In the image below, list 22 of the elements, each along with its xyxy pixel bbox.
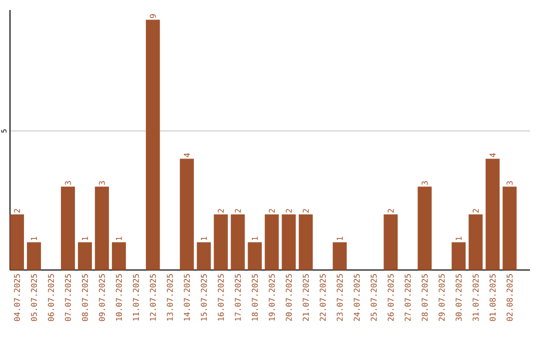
bar <box>112 242 126 270</box>
bar <box>486 158 500 270</box>
bar <box>384 214 398 270</box>
bar <box>332 242 347 270</box>
bar <box>502 186 517 270</box>
bar <box>146 20 160 270</box>
bar <box>230 214 245 270</box>
bar <box>468 214 483 270</box>
bar <box>10 214 24 270</box>
bar <box>26 242 41 270</box>
bar <box>94 186 109 270</box>
bar <box>282 214 296 270</box>
bar <box>298 214 313 270</box>
bar <box>196 242 211 270</box>
bar <box>180 158 194 270</box>
bar <box>248 242 262 270</box>
bar <box>418 186 432 270</box>
bar <box>214 214 228 270</box>
bar <box>264 214 279 270</box>
bar <box>78 242 92 270</box>
bar <box>60 186 75 270</box>
bar <box>452 242 466 270</box>
